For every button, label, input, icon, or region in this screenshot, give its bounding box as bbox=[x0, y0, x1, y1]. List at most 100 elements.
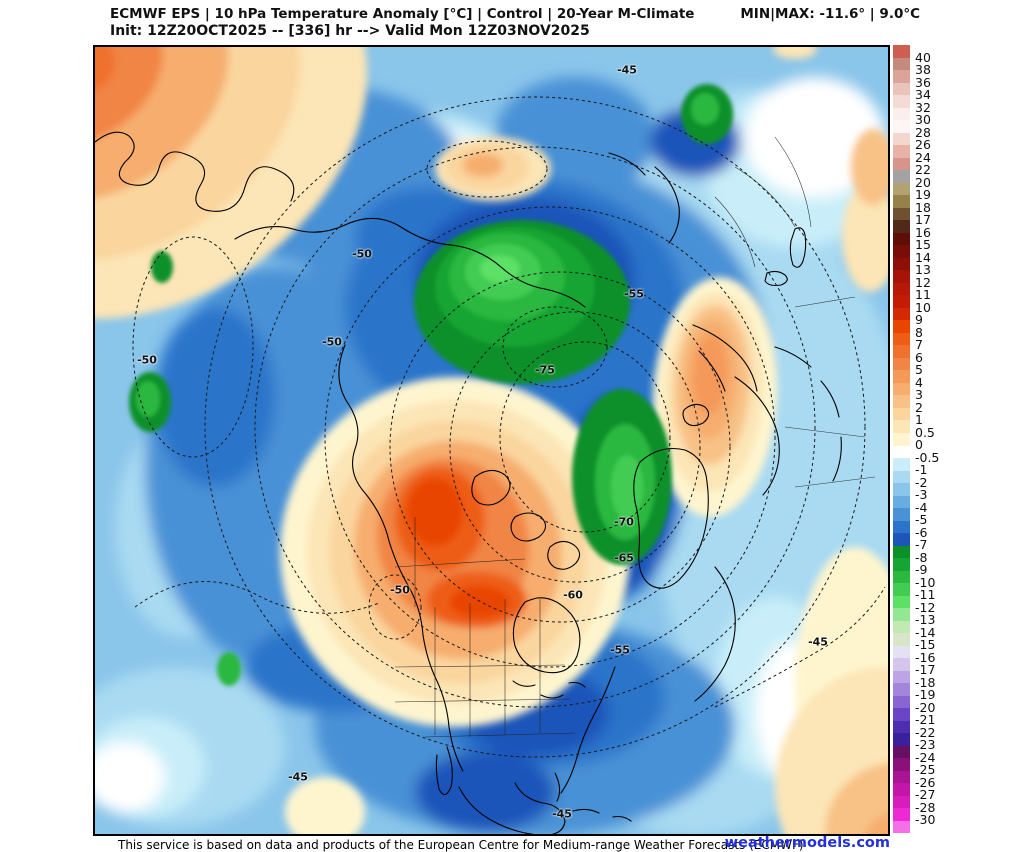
colorbar-label: 7 bbox=[915, 337, 923, 353]
colorbar-label: 12 bbox=[915, 274, 931, 290]
colorbar-block bbox=[893, 395, 910, 408]
political-borders bbox=[394, 136, 876, 738]
colorbar-block bbox=[893, 683, 910, 696]
colorbar-block bbox=[893, 220, 910, 233]
colorbar-label: -25 bbox=[915, 762, 936, 778]
colorbar-block bbox=[893, 245, 910, 258]
colorbar-label: 15 bbox=[915, 237, 931, 253]
colorbar-label: -11 bbox=[915, 587, 936, 603]
colorbar-labels: 40 38 36 34 32 30 28 26 24 22 20 19 18 17 16 15 14 13 12 11… bbox=[915, 45, 961, 833]
colorbar-block bbox=[893, 270, 910, 283]
colorbar-label: -20 bbox=[915, 699, 936, 715]
colorbar-label: -1 bbox=[915, 462, 928, 478]
colorbar-block bbox=[893, 195, 910, 208]
colorbar-label: 0 bbox=[915, 437, 923, 453]
colorbar-label: -13 bbox=[915, 612, 936, 628]
colorbar-label: 5 bbox=[915, 362, 923, 378]
colorbar-label: -21 bbox=[915, 712, 936, 728]
colorbar-block bbox=[893, 120, 910, 133]
colorbar-label: 32 bbox=[915, 99, 931, 115]
colorbar-block bbox=[893, 295, 910, 308]
colorbar-block bbox=[893, 708, 910, 721]
colorbar-block bbox=[893, 720, 910, 734]
colorbar-block bbox=[893, 783, 910, 796]
colorbar-label: 20 bbox=[915, 174, 931, 190]
colorbar-label: -22 bbox=[915, 724, 936, 740]
colorbar-label: -2 bbox=[915, 474, 928, 490]
colorbar-block bbox=[893, 770, 910, 784]
colorbar-label: -24 bbox=[915, 749, 936, 765]
colorbar-block bbox=[893, 483, 910, 496]
colorbar-label: -6 bbox=[915, 524, 928, 540]
colorbar-block bbox=[893, 232, 910, 246]
colorbar-block bbox=[893, 145, 910, 158]
colorbar-block bbox=[893, 620, 910, 634]
colorbar-label: -27 bbox=[915, 787, 936, 803]
colorbar-label: -26 bbox=[915, 774, 936, 790]
colorbar-label: 16 bbox=[915, 224, 931, 240]
coastlines bbox=[95, 131, 842, 834]
colorbar-block bbox=[893, 407, 910, 421]
colorbar-block bbox=[893, 445, 910, 459]
colorbar-block bbox=[893, 495, 910, 509]
colorbar-block bbox=[893, 608, 910, 621]
colorbar-label: -30 bbox=[915, 812, 936, 828]
colorbar-block bbox=[893, 458, 910, 471]
colorbar-label: -0.5 bbox=[915, 449, 940, 465]
colorbar-block bbox=[893, 307, 910, 321]
colorbar-label: -3 bbox=[915, 487, 928, 503]
colorbar-label: 0.5 bbox=[915, 424, 935, 440]
colorbar-block bbox=[893, 382, 910, 396]
colorbar-label: 24 bbox=[915, 149, 931, 165]
colorbar-block bbox=[893, 595, 910, 609]
colorbar-block bbox=[893, 107, 910, 121]
colorbar-label: 11 bbox=[915, 287, 931, 303]
colorbar-block bbox=[893, 658, 910, 671]
colorbar-label: 8 bbox=[915, 324, 923, 340]
footer-disclaimer: This service is based on data and produc… bbox=[118, 838, 804, 852]
colorbar-block bbox=[893, 558, 910, 571]
colorbar-block bbox=[893, 332, 910, 346]
colorbar-block bbox=[893, 420, 910, 433]
colorbar-block bbox=[893, 207, 910, 221]
colorbar-label: 38 bbox=[915, 62, 931, 78]
colorbar-label: 26 bbox=[915, 137, 931, 153]
colorbar-label: 13 bbox=[915, 262, 931, 278]
colorbar-label: -9 bbox=[915, 562, 928, 578]
colorbar-block bbox=[893, 182, 910, 196]
colorbar-label: -16 bbox=[915, 649, 936, 665]
colorbar-block bbox=[893, 583, 910, 596]
colorbar-block bbox=[893, 282, 910, 296]
colorbar-label: -15 bbox=[915, 637, 936, 653]
colorbar-block bbox=[893, 570, 910, 584]
colorbar-block bbox=[893, 758, 910, 771]
colorbar-label: -10 bbox=[915, 574, 936, 590]
colorbar-block bbox=[893, 470, 910, 484]
colorbar-label: -17 bbox=[915, 662, 936, 678]
colorbar-block bbox=[893, 320, 910, 333]
colorbar-block bbox=[893, 57, 910, 71]
colorbar-block bbox=[893, 257, 910, 271]
colorbar-label: -7 bbox=[915, 537, 928, 553]
colorbar-block bbox=[893, 170, 910, 183]
colorbar-block bbox=[893, 95, 910, 108]
colorbar-label: 22 bbox=[915, 162, 931, 178]
colorbar-label: -12 bbox=[915, 599, 936, 615]
brand-link[interactable]: weathermodels.com bbox=[724, 835, 890, 851]
colorbar-label: 6 bbox=[915, 349, 923, 365]
colorbar-label: -14 bbox=[915, 624, 936, 640]
colorbar-label: 17 bbox=[915, 212, 931, 228]
colorbar-block bbox=[893, 357, 910, 371]
colorbar-label: 3 bbox=[915, 387, 923, 403]
colorbar-label: 14 bbox=[915, 249, 931, 265]
colorbar-label: 19 bbox=[915, 187, 931, 203]
colorbar-label: 34 bbox=[915, 87, 931, 103]
colorbar-block bbox=[893, 695, 910, 709]
colorbar-block bbox=[893, 670, 910, 684]
colorbar-block bbox=[893, 645, 910, 659]
colorbar-block bbox=[893, 808, 910, 821]
colorbar-label: -4 bbox=[915, 499, 928, 515]
colorbar-block bbox=[893, 345, 910, 358]
colorbar bbox=[893, 45, 910, 834]
contour-lines bbox=[132, 96, 886, 758]
